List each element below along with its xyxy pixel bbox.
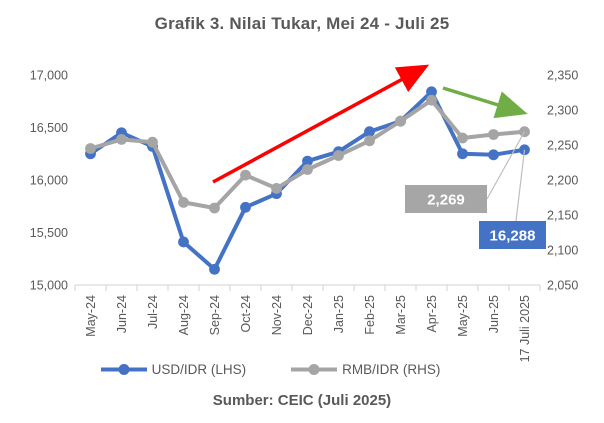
x-category-label: Feb-25 [363,295,377,335]
chart-legend: USD/IDR (LHS) RMB/IDR (RHS) [0,362,540,377]
right-axis-tick-label: 2,200 [547,174,578,188]
callout-leader-line [486,131,526,200]
left-axis-tick-label: 17,000 [30,69,68,83]
usd-idr-point-7 [302,155,313,167]
x-category-label: May-25 [456,295,470,337]
callout-box [479,221,546,249]
x-category-label: Sep-24 [208,295,222,335]
x-category-label: Jul-24 [146,295,160,329]
x-category-label: Jun-24 [115,295,129,333]
rmb-idr-point-0 [85,143,96,154]
chart-title: Grafik 3. Nilai Tukar, Mei 24 - Juli 25 [154,14,450,33]
rmb-idr-point-2 [147,136,158,148]
x-category-label: Dec-24 [301,295,315,335]
rmb-idr-point-7 [302,164,313,175]
right-axis-tick-label: 2,300 [547,104,578,118]
usd-idr-point-12 [457,148,468,160]
left-axis-tick-label: 15,000 [30,279,68,293]
rmb-idr-point-13 [488,129,499,140]
left-axis-tick-label: 16,500 [30,121,68,135]
usd-idr-point-5 [240,201,251,213]
legend-item-usd-idr: USD/IDR (LHS) [100,362,247,377]
x-category-label: Jan-25 [332,295,346,333]
usd-idr-legend-marker-icon [100,364,147,375]
legend-item-rmb-idr: RMB/IDR (RHS) [290,362,440,377]
x-category-label: Mar-25 [394,295,408,335]
legend-label-usd-idr: USD/IDR (LHS) [151,362,247,377]
rmb-idr-point-6 [271,183,282,194]
usd-idr-point-3 [178,236,189,248]
legend-label-rmb-idr: RMB/IDR (RHS) [342,362,441,377]
left-axis-tick-label: 15,500 [30,226,68,240]
rmb-idr-point-8 [333,150,344,161]
source-caption: Sumber: CEIC (Juli 2025) [212,392,392,409]
rmb-idr-legend-marker-icon [291,364,338,375]
x-category-label: May-24 [84,295,98,337]
right-axis-tick-label: 2,250 [547,139,578,153]
rmb-idr-point-3 [178,197,189,208]
usd-idr-line [88,89,527,272]
x-category-label: Oct-24 [239,295,253,333]
rmb-idr-point-10 [395,115,406,127]
x-category-label: Aug-24 [177,295,191,335]
right-axis-tick-label: 2,050 [547,279,578,293]
uptrend-arrow [212,64,430,184]
right-axis-tick-label: 2,100 [547,244,578,258]
x-category-label: Apr-25 [425,295,439,333]
rmb-idr-point-9 [364,135,375,147]
x-category-label: Jun-25 [487,295,501,333]
right-axis-tick-label: 2,350 [547,69,578,83]
rmb-idr-point-1 [116,134,127,145]
x-category-label: Nov-24 [270,295,284,335]
rmb-idr-point-11 [426,94,437,106]
left-axis-tick-label: 16,000 [30,174,68,188]
rmb-idr-point-12 [457,132,468,144]
callout-box [405,185,487,213]
callout-value-label: 16,288 [490,228,536,245]
callout-leader-line [515,149,526,222]
usd-idr-point-4 [209,263,220,275]
usd-idr-point-13 [488,149,499,161]
x-category-label: 17 Juli 2025 [518,295,532,362]
right-axis-tick-label: 2,150 [547,209,578,223]
rmb-idr-point-5 [240,169,251,181]
usd-idr-point-9 [364,126,375,138]
callout-value-label: 2,269 [427,192,465,209]
rmb-idr-point-4 [209,202,220,214]
downtrend-arrow [442,86,528,119]
